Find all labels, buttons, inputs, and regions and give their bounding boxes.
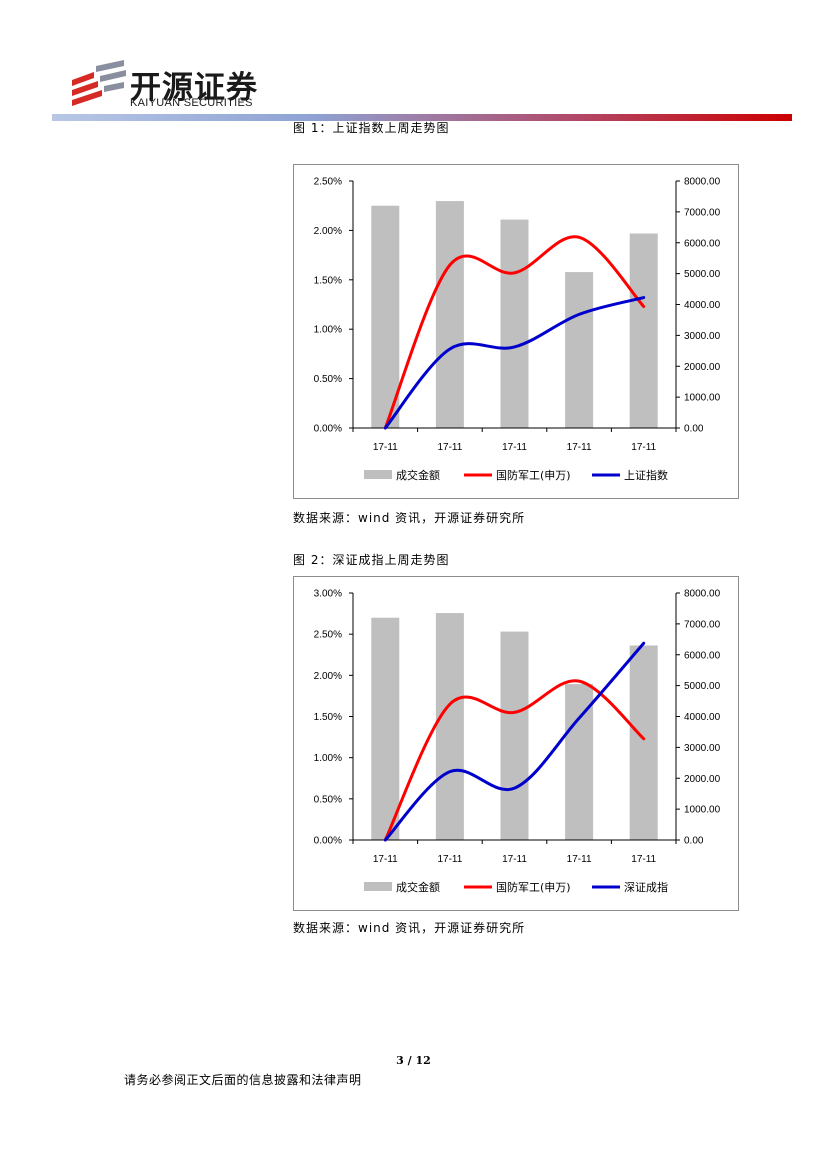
- chart1-x-tick-label-1: 17-11: [437, 442, 462, 453]
- chart1-left-tick-label-5: 2.50%: [314, 177, 342, 188]
- chart2-left-tick-label-1: 0.50%: [314, 794, 342, 805]
- chart1-left-tick-label-0: 0.00%: [314, 424, 342, 435]
- chart1-right-tick-label-6: 6000.00: [684, 238, 721, 249]
- chart1-legend-label-1: 国防军工(申万): [496, 468, 571, 482]
- chart2-x-tick-label-1: 17-11: [437, 854, 462, 865]
- figure2-caption: 图 2：深证成指上周走势图: [293, 553, 450, 567]
- chart1-left-tick-label-4: 2.00%: [314, 226, 342, 237]
- figure1-svg: 0.00% 0.50% 1.00% 1.50% 2.00% 2.50% 0.00 1000.0…: [314, 177, 721, 483]
- chart1-right-tick-label-3: 3000.00: [684, 331, 721, 342]
- chart2-x-tick-label-3: 17-11: [567, 854, 592, 865]
- chart1-left-tick-label-1: 0.50%: [314, 374, 342, 385]
- chart1-x-tick-label-2: 17-11: [502, 442, 527, 453]
- logo-mark-icon: [72, 60, 126, 106]
- chart1-right-tick-label-2: 2000.00: [684, 362, 721, 373]
- chart2-legend-label-2: 深证成指: [624, 880, 668, 894]
- chart2-x-tick-label-4: 17-11: [631, 854, 656, 865]
- chart2-right-tick-label-4: 4000.00: [684, 712, 721, 723]
- chart1-line-0: [383, 235, 646, 430]
- chart2-bar-1: [435, 613, 464, 840]
- chart2-right-tick-label-1: 1000.00: [684, 805, 721, 816]
- chart2-x-tick-label-2: 17-11: [502, 854, 527, 865]
- chart2-left-tick-label-4: 2.00%: [314, 671, 342, 682]
- chart1-legend-label-0: 成交金额: [396, 468, 440, 482]
- chart2-bar-2: [500, 631, 529, 840]
- chart2-right-tick-label-7: 7000.00: [684, 619, 721, 630]
- logo-text-en: KAIYUAN SECURITIES: [130, 97, 253, 109]
- chart1-left-tick-label-3: 1.50%: [314, 275, 342, 286]
- chart1-x-tick-label-0: 17-11: [373, 442, 398, 453]
- chart1-bar-2: [500, 219, 529, 428]
- chart2-left-tick-label-0: 0.00%: [314, 836, 342, 847]
- chart2-line-1: [383, 641, 646, 842]
- chart1-legend-swatch-0: [364, 470, 392, 479]
- chart2-legend-label-1: 国防军工(申万): [496, 880, 571, 894]
- chart1-bar-3: [565, 272, 594, 428]
- chart2-right-tick-label-0: 0.00: [684, 836, 704, 847]
- chart2-line-0: [383, 679, 646, 842]
- chart2-bar-3: [565, 684, 594, 840]
- chart1-right-tick-label-4: 4000.00: [684, 300, 721, 311]
- chart2-right-tick-label-8: 8000.00: [684, 589, 721, 600]
- page-number: 3 / 12: [396, 1054, 431, 1067]
- chart1-line-1: [383, 296, 646, 430]
- chart1-right-tick-label-0: 0.00: [684, 424, 704, 435]
- chart1-legend-label-2: 上证指数: [624, 468, 668, 482]
- chart2-left-tick-label-2: 1.00%: [314, 753, 342, 764]
- chart2-right-tick-label-3: 3000.00: [684, 743, 721, 754]
- chart2-right-tick-label-2: 2000.00: [684, 774, 721, 785]
- chart1-x-tick-label-3: 17-11: [567, 442, 592, 453]
- chart1-left-tick-label-2: 1.00%: [314, 325, 342, 336]
- chart1-bar-4: [629, 233, 658, 428]
- chart1-bar-1: [435, 201, 464, 428]
- chart2-left-tick-label-5: 2.50%: [314, 630, 342, 641]
- chart2-right-tick-label-6: 6000.00: [684, 650, 721, 661]
- chart1-right-tick-label-8: 8000.00: [684, 177, 721, 188]
- figure2-svg: 0.00% 0.50% 1.00% 1.50% 2.00% 2.50% 3.00% 0.00 1…: [314, 589, 721, 895]
- figure1-caption: 图 1：上证指数上周走势图: [293, 121, 450, 135]
- figure1-source: 数据来源：wind 资讯，开源证券研究所: [293, 511, 526, 525]
- header-rule: [52, 114, 792, 121]
- chart2-x-tick-label-0: 17-11: [373, 854, 398, 865]
- chart1-right-tick-label-5: 5000.00: [684, 269, 721, 280]
- figure2-source: 数据来源：wind 资讯，开源证券研究所: [293, 921, 526, 935]
- chart2-legend-swatch-0: [364, 882, 392, 891]
- chart1-right-tick-label-7: 7000.00: [684, 207, 721, 218]
- logo-text-cn: 开源证券: [130, 70, 258, 106]
- chart2-left-tick-label-3: 1.50%: [314, 712, 342, 723]
- chart2-legend-label-0: 成交金额: [396, 880, 440, 894]
- chart1-bar-0: [371, 205, 400, 428]
- chart2-bar-0: [371, 617, 400, 840]
- chart2-right-tick-label-5: 5000.00: [684, 681, 721, 692]
- chart2-left-tick-label-6: 3.00%: [314, 589, 342, 600]
- chart2-bar-4: [629, 645, 658, 840]
- chart1-right-tick-label-1: 1000.00: [684, 393, 721, 404]
- disclaimer-note: 请务必参阅正文后面的信息披露和法律声明: [124, 1073, 362, 1087]
- company-logo: 开源证券 KAIYUAN SECURITIES: [68, 60, 268, 110]
- figure2-chart: 0.00% 0.50% 1.00% 1.50% 2.00% 2.50% 3.00% 0.00 1…: [293, 576, 739, 911]
- figure1-chart: 0.00% 0.50% 1.00% 1.50% 2.00% 2.50% 0.00 1000.0…: [293, 164, 739, 499]
- chart1-x-tick-label-4: 17-11: [631, 442, 656, 453]
